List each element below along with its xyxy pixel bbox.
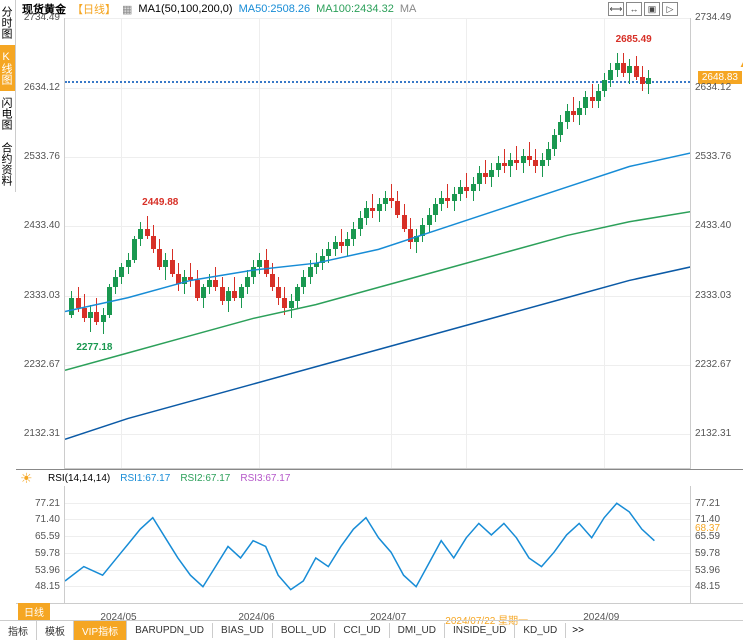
rsi-tick: 59.78 <box>35 548 60 559</box>
rsi-tick: 59.78 <box>695 548 720 559</box>
current-price-line <box>65 81 690 83</box>
rsi-plot[interactable] <box>64 486 691 603</box>
y-tick: 2634.12 <box>695 82 731 93</box>
rsi-tag: 68.37 <box>695 523 720 534</box>
chart-tools: ⟷↔▣▷ <box>608 2 678 16</box>
y-tick: 2333.03 <box>24 290 60 301</box>
ma-params: MA1(50,100,200,0) <box>138 3 232 15</box>
y-tick: 2533.76 <box>24 151 60 162</box>
y-tick: 2333.03 <box>695 290 731 301</box>
indicator-tab-4[interactable]: BIAS_UD <box>213 623 273 638</box>
ma-extra: MA <box>400 3 417 15</box>
y-axis-left: 2734.492634.122533.762433.402333.032232.… <box>16 18 64 469</box>
indicator-tab-3[interactable]: BARUPDN_UD <box>127 623 213 638</box>
rsi3-value: RSI3:67.17 <box>240 473 290 484</box>
ma100-value: MA100:2434.32 <box>316 3 394 15</box>
rsi-tick: 65.59 <box>35 531 60 542</box>
sidebar-tab-2[interactable]: 闪电图 <box>0 91 16 136</box>
tool-button-3[interactable]: ▷ <box>662 2 678 16</box>
y-tick: 2232.67 <box>695 359 731 370</box>
y-tick: 2132.31 <box>695 428 731 439</box>
indicator-tab-8[interactable]: INSIDE_UD <box>445 623 515 638</box>
price-annotation: 2277.18 <box>76 342 112 353</box>
rsi-header: ☀ RSI(14,14,14) RSI1:67.17 RSI2:67.17 RS… <box>16 470 743 486</box>
indicator-tab-0[interactable]: 指标 <box>0 621 37 640</box>
rsi-tick: 77.21 <box>35 498 60 509</box>
ma-icon: ▦ <box>122 3 132 16</box>
rsi-label: RSI(14,14,14) <box>48 473 110 484</box>
indicator-tab-5[interactable]: BOLL_UD <box>273 623 336 638</box>
tool-button-0[interactable]: ⟷ <box>608 2 624 16</box>
y-tick: 2433.40 <box>24 220 60 231</box>
rsi-y-right: 77.2171.4065.5959.7853.9648.1568.37 <box>691 486 743 603</box>
rsi-tick: 48.15 <box>695 581 720 592</box>
rsi-tick: 71.40 <box>35 514 60 525</box>
rsi-y-left: 77.21 71.40 65.59 59.78 53.96 48.15 <box>32 486 64 603</box>
y-tick: 2734.49 <box>695 12 731 23</box>
bottom-tabs: 指标模板VIP指标BARUPDN_UDBIAS_UDBOLL_UDCCI_UDD… <box>0 620 743 640</box>
rsi-tick: 77.21 <box>695 498 720 509</box>
chart-header: 现货黄金 【日线】 ▦ MA1(50,100,200,0) MA50:2508.… <box>16 0 683 18</box>
y-tick: 2433.40 <box>695 220 731 231</box>
y-tick: 2132.31 <box>24 428 60 439</box>
y-tick: 2634.12 <box>24 82 60 93</box>
rsi-tick: 53.96 <box>695 565 720 576</box>
plot-area[interactable]: 2685.492449.882277.182648.83▲ <box>64 18 691 469</box>
indicator-tab-9[interactable]: KD_UD <box>515 623 566 638</box>
sun-icon: ☀ <box>20 470 33 487</box>
y-tick: 2232.67 <box>24 359 60 370</box>
timeframe-button[interactable]: 日线 <box>18 603 50 620</box>
more-button[interactable]: >> <box>566 623 590 638</box>
indicator-tab-6[interactable]: CCI_UD <box>335 623 389 638</box>
indicator-tab-1[interactable]: 模板 <box>37 621 74 640</box>
rsi-panel: ☀ RSI(14,14,14) RSI1:67.17 RSI2:67.17 RS… <box>16 469 743 603</box>
ma50-value: MA50:2508.26 <box>239 3 311 15</box>
indicator-tab-7[interactable]: DMI_UD <box>390 623 445 638</box>
sidebar-tab-3[interactable]: 合约资料 <box>0 136 16 192</box>
rsi1-value: RSI1:67.17 <box>120 473 170 484</box>
timeframe-label: 【日线】 <box>72 1 116 17</box>
tool-button-2[interactable]: ▣ <box>644 2 660 16</box>
price-annotation: 2685.49 <box>616 34 652 45</box>
price-annotation: 2449.88 <box>142 197 178 208</box>
left-sidebar: 分时图K线图闪电图合约资料 <box>0 0 16 469</box>
rsi2-value: RSI2:67.17 <box>180 473 230 484</box>
rsi-tick: 48.15 <box>35 581 60 592</box>
sidebar-tab-1[interactable]: K线图 <box>0 45 16 91</box>
rsi-tick: 53.96 <box>35 565 60 576</box>
tool-button-1[interactable]: ↔ <box>626 2 642 16</box>
y-axis-right: 2734.492634.122533.762433.402333.032232.… <box>691 18 743 469</box>
x-axis: 日线 2024/052024/062024/072024/07/22 星期一20… <box>16 603 743 619</box>
y-tick: 2734.49 <box>24 12 60 23</box>
y-tick: 2533.76 <box>695 151 731 162</box>
indicator-tab-2[interactable]: VIP指标 <box>74 621 127 640</box>
main-chart: 2734.492634.122533.762433.402333.032232.… <box>16 18 743 469</box>
sidebar-tab-0[interactable]: 分时图 <box>0 0 16 45</box>
